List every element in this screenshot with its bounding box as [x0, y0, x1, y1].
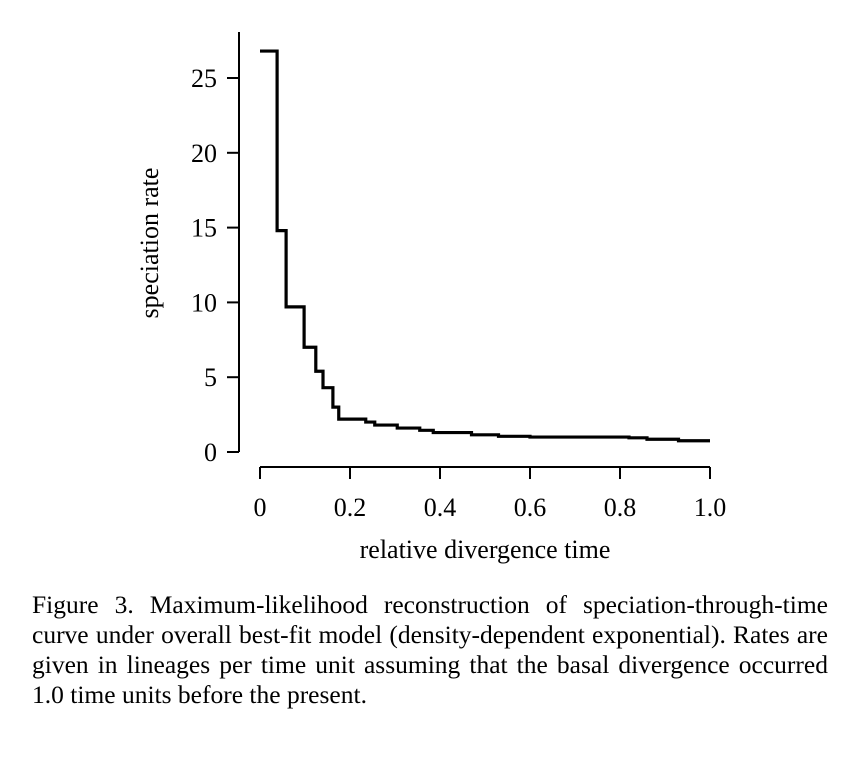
y-tick-label: 5	[204, 363, 217, 392]
x-axis-title: relative divergence time	[360, 535, 611, 564]
y-tick-label: 15	[191, 214, 217, 243]
speciation-rate-chart: 0 5 10 15 20 25 0 0.2 0.4 0.6 0.8 1.0 speciation r…	[135, 32, 727, 564]
y-tick-label: 0	[204, 438, 217, 467]
x-tick-label: 0.8	[604, 493, 637, 522]
x-axis: 0 0.2 0.4 0.6 0.8 1.0	[254, 466, 727, 522]
plot-area	[260, 49, 710, 443]
y-axis-title: speciation rate	[135, 168, 164, 319]
figure-caption: Figure 3. Maximum-likelihood reconstruct…	[32, 590, 828, 709]
x-tick-label: 0.6	[514, 493, 547, 522]
y-tick-label: 25	[191, 64, 217, 93]
y-tick-label: 20	[191, 139, 217, 168]
x-tick-label: 0.2	[334, 493, 367, 522]
x-tick-label: 1.0	[694, 493, 727, 522]
y-tick-label: 10	[191, 288, 217, 317]
speciation-rate-step-line	[260, 49, 710, 443]
x-tick-label: 0	[254, 493, 267, 522]
x-tick-label: 0.4	[424, 493, 457, 522]
y-axis: 0 5 10 15 20 25	[191, 32, 240, 467]
